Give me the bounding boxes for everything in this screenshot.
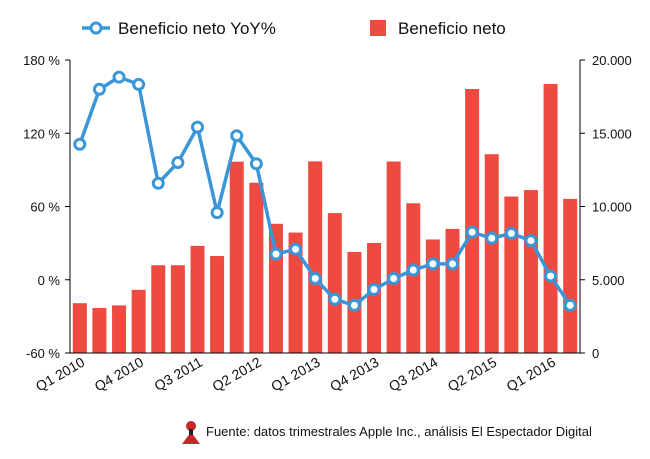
bar	[386, 161, 401, 353]
x-tick-label: Q4 2010	[92, 354, 147, 395]
bar	[563, 198, 578, 353]
x-tick-label: Q3 2014	[386, 354, 441, 395]
x-tick-label: Q2 2015	[445, 354, 500, 395]
point	[210, 206, 224, 220]
bar	[72, 303, 87, 353]
point	[367, 283, 381, 297]
bar	[543, 84, 558, 353]
point	[465, 225, 479, 239]
y2-tick-label: 15.000	[592, 126, 632, 141]
y2-tick-label: 0	[592, 346, 599, 361]
bar	[288, 232, 303, 353]
bar	[249, 182, 264, 353]
y-tick-label: 180 %	[23, 53, 60, 68]
bar	[151, 265, 166, 353]
point	[426, 257, 440, 271]
y-tick-label: 120 %	[23, 126, 60, 141]
bar	[229, 161, 244, 353]
bar	[504, 196, 519, 353]
bar	[92, 308, 107, 353]
point	[446, 257, 459, 271]
bar	[210, 256, 225, 353]
point	[485, 231, 499, 245]
point	[289, 242, 303, 256]
bar	[406, 203, 421, 353]
y2-tick-label: 20.000	[592, 53, 632, 68]
y-tick-label: 0 %	[38, 273, 61, 288]
point	[347, 298, 361, 312]
point	[406, 263, 420, 277]
point	[92, 82, 106, 96]
x-tick-label: Q3 2011	[151, 354, 205, 394]
point	[73, 137, 87, 151]
point	[328, 292, 342, 306]
point	[132, 77, 146, 91]
bar	[465, 89, 480, 353]
legend-label: Beneficio neto	[398, 19, 506, 38]
x-tick-label: Q2 2012	[209, 354, 264, 395]
bar	[327, 213, 342, 353]
y-tick-label: 60 %	[30, 200, 60, 215]
point	[171, 156, 185, 170]
bar	[425, 239, 440, 353]
bar	[308, 161, 323, 353]
x-tick-label: Q1 2016	[504, 354, 559, 395]
bar	[268, 223, 283, 353]
point	[387, 272, 401, 286]
legend-label: Beneficio neto YoY%	[118, 19, 276, 38]
y-tick-label: -60 %	[26, 346, 60, 361]
y2-tick-label: 5.000	[592, 273, 625, 288]
source: Fuente: datos trimestrales Apple Inc., a…	[206, 424, 592, 439]
point	[308, 272, 322, 286]
bar	[112, 305, 127, 353]
bar	[170, 265, 185, 353]
x-tick-label: Q4 2013	[327, 354, 382, 395]
bar	[367, 242, 382, 353]
bar	[523, 190, 538, 353]
bar	[445, 228, 460, 353]
point	[151, 176, 165, 190]
bar	[131, 289, 146, 353]
point	[269, 247, 283, 261]
bar	[190, 245, 205, 353]
point	[544, 269, 558, 283]
point	[191, 120, 204, 134]
point	[563, 298, 577, 312]
legend-swatch	[89, 21, 103, 35]
point	[230, 129, 244, 143]
legend-swatch	[370, 20, 386, 36]
point	[504, 226, 518, 240]
bar	[484, 154, 499, 353]
y2-tick-label: 10.000	[592, 200, 632, 215]
point	[112, 70, 126, 84]
point	[249, 157, 263, 171]
source-icon	[182, 421, 200, 444]
x-tick-label: Q1 2013	[268, 354, 323, 395]
point	[524, 234, 538, 248]
